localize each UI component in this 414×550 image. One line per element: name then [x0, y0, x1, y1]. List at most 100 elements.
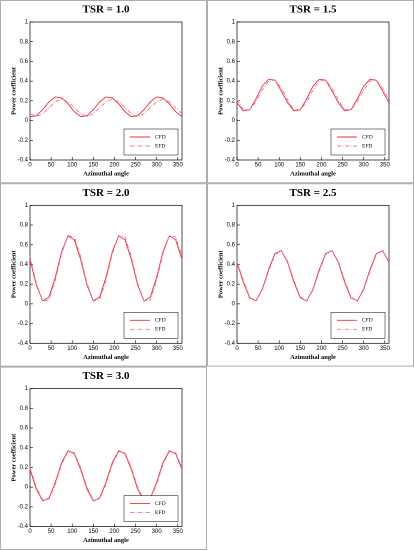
x-tick-label: 100 — [274, 346, 285, 352]
panel-border — [0, 0, 207, 184]
legend-label: EFD — [362, 327, 372, 333]
x-tick-label: 150 — [88, 529, 99, 535]
x-tick-label: 0 — [28, 163, 32, 169]
y-axis-label: Power coefficient — [10, 250, 17, 299]
legend-box — [123, 128, 179, 156]
x-tick-label: 100 — [67, 529, 78, 535]
x-axis-label: Azimuthal angle — [83, 537, 129, 544]
y-tick-label: 0 — [25, 485, 29, 491]
x-tick-label: 250 — [131, 163, 142, 169]
y-tick-label: 0.6 — [227, 242, 236, 248]
x-axis-label: Azimuthal angle — [83, 170, 129, 177]
x-tick-label: 350 — [380, 346, 391, 352]
y-tick-label: 0.8 — [20, 223, 29, 229]
legend-label: EFD — [155, 327, 165, 333]
x-tick-label: 150 — [295, 346, 306, 352]
y-tick-label: 0 — [25, 118, 29, 124]
plot-frame — [29, 204, 183, 344]
x-tick-label: 50 — [48, 529, 55, 535]
legend-box — [330, 128, 386, 156]
x-tick-label: 150 — [295, 163, 306, 169]
y-tick-label: -0.4 — [18, 158, 29, 164]
y-tick-label: 0.6 — [20, 426, 29, 432]
legend-label: CFD — [155, 134, 166, 140]
y-tick-label: 0.2 — [227, 98, 236, 104]
legend-label: CFD — [155, 318, 166, 324]
y-tick-label: -0.4 — [18, 341, 29, 347]
y-tick-label: 0 — [25, 301, 29, 307]
x-tick-label: 200 — [316, 346, 327, 352]
chart-title: TSR = 3.0 — [83, 370, 130, 382]
x-axis-label: Azimuthal angle — [290, 170, 336, 177]
x-tick-label: 200 — [109, 163, 120, 169]
x-tick-label: 50 — [255, 346, 262, 352]
y-tick-label: 0.8 — [20, 39, 29, 45]
y-tick-label: 0 — [232, 118, 236, 124]
y-axis-label: Power coefficient — [10, 433, 17, 482]
series-line — [236, 79, 390, 111]
y-tick-label: 0.4 — [227, 262, 236, 268]
series-line — [29, 450, 183, 502]
plot-frame — [236, 21, 390, 161]
y-tick-label: 0.6 — [20, 59, 29, 65]
x-tick-label: 300 — [359, 163, 370, 169]
y-tick-label: -0.4 — [225, 158, 236, 164]
x-tick-label: 250 — [338, 346, 349, 352]
y-tick-label: 1 — [232, 203, 236, 209]
legend-box — [330, 312, 386, 339]
series-line — [29, 235, 183, 302]
legend-label: CFD — [362, 134, 373, 140]
y-tick-label: 0.2 — [20, 98, 29, 104]
y-tick-label: 1 — [25, 203, 29, 209]
y-tick-label: -0.4 — [225, 341, 236, 347]
y-tick-label: -0.2 — [18, 504, 29, 510]
panel-border — [0, 183, 207, 367]
x-axis-label: Azimuthal angle — [83, 354, 129, 361]
legend-box — [123, 495, 179, 522]
chart-title: TSR = 1.0 — [83, 4, 130, 16]
x-tick-label: 0 — [235, 346, 239, 352]
y-tick-label: -0.2 — [225, 138, 236, 144]
legend-label: EFD — [155, 143, 165, 149]
y-tick-label: 0.4 — [20, 79, 29, 85]
y-tick-label: 0.2 — [20, 465, 29, 471]
y-tick-label: 0.4 — [20, 445, 29, 451]
series-line — [29, 451, 183, 501]
x-tick-label: 300 — [152, 163, 163, 169]
x-tick-label: 50 — [48, 163, 55, 169]
x-tick-label: 300 — [152, 346, 163, 352]
y-tick-label: 0.6 — [20, 242, 29, 248]
x-tick-label: 0 — [235, 163, 239, 169]
y-tick-label: 0.2 — [227, 282, 236, 288]
y-axis-label: Power coefficient — [217, 66, 224, 115]
series-line — [236, 250, 390, 302]
x-tick-label: 0 — [28, 529, 32, 535]
legend-label: EFD — [155, 510, 165, 516]
y-tick-label: 0.2 — [20, 282, 29, 288]
y-tick-label: 0.6 — [227, 59, 236, 65]
x-tick-label: 350 — [380, 163, 391, 169]
y-tick-label: 0.8 — [20, 406, 29, 412]
chart-title: TSR = 2.5 — [290, 187, 337, 199]
y-tick-label: -0.2 — [18, 321, 29, 327]
series-line — [236, 250, 390, 302]
chart-title: TSR = 1.5 — [290, 4, 337, 16]
x-tick-label: 250 — [338, 163, 349, 169]
y-tick-label: -0.4 — [18, 524, 29, 530]
x-tick-label: 200 — [109, 346, 120, 352]
y-tick-label: 1 — [25, 386, 29, 392]
series-line — [29, 96, 183, 118]
x-tick-label: 250 — [131, 529, 142, 535]
series-line — [236, 78, 390, 112]
plot-frame — [29, 21, 183, 161]
x-tick-label: 300 — [359, 346, 370, 352]
x-tick-label: 350 — [173, 163, 184, 169]
y-tick-label: 0.8 — [227, 223, 236, 229]
x-tick-label: 100 — [67, 163, 78, 169]
x-tick-label: 50 — [48, 346, 55, 352]
y-tick-label: 0.4 — [20, 262, 29, 268]
y-tick-label: 1 — [232, 20, 236, 26]
x-tick-label: 250 — [131, 346, 142, 352]
y-tick-label: 0 — [232, 301, 236, 307]
